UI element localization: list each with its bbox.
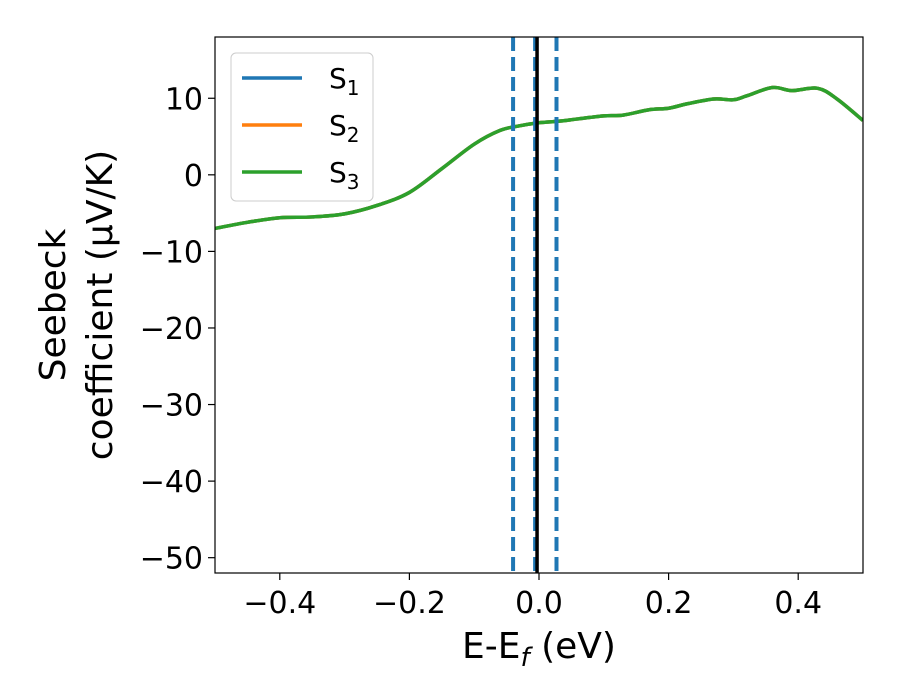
legend-item-s1: S1 bbox=[242, 62, 360, 100]
x-tick-label: 0.4 bbox=[774, 586, 822, 621]
x-axis-ticks: −0.4 −0.2 0.0 0.2 0.4 bbox=[243, 573, 822, 621]
x-tick-label: 0.2 bbox=[645, 586, 693, 621]
legend-label: S1 bbox=[329, 62, 360, 100]
x-axis-label: E-Ef (eV) bbox=[462, 626, 616, 673]
x-axis-label-unit: (eV) bbox=[530, 626, 616, 667]
legend-label: S3 bbox=[329, 156, 360, 194]
y-tick-label: 10 bbox=[165, 82, 203, 117]
y-tick-label: 0 bbox=[184, 159, 203, 194]
y-tick-label: −40 bbox=[140, 465, 203, 500]
y-axis-label-line1: Seebeck bbox=[33, 228, 74, 381]
legend-label: S2 bbox=[329, 109, 360, 147]
x-tick-label: −0.2 bbox=[373, 586, 446, 621]
y-axis-ticks: −50 −40 −30 −20 −10 0 10 bbox=[140, 82, 215, 577]
x-tick-label: −0.4 bbox=[243, 586, 316, 621]
plot-area bbox=[215, 85, 863, 231]
y-tick-label: −10 bbox=[140, 235, 203, 270]
legend-item-s3: S3 bbox=[242, 156, 360, 194]
y-tick-label: −20 bbox=[140, 312, 203, 347]
series-line-s3 bbox=[215, 85, 863, 231]
legend: S1 S2 S3 bbox=[230, 52, 374, 202]
y-tick-label: −30 bbox=[140, 389, 203, 424]
y-axis-label: Seebeck coefficient (μV/K) bbox=[33, 150, 121, 460]
x-tick-label: 0.0 bbox=[515, 586, 563, 621]
x-axis-label-main: E-E bbox=[462, 626, 520, 667]
legend-box bbox=[230, 52, 374, 202]
y-axis-label-line2: coefficient (μV/K) bbox=[80, 150, 121, 460]
legend-item-s2: S2 bbox=[242, 109, 360, 147]
y-tick-label: −50 bbox=[140, 542, 203, 577]
vertical-markers bbox=[511, 37, 559, 573]
